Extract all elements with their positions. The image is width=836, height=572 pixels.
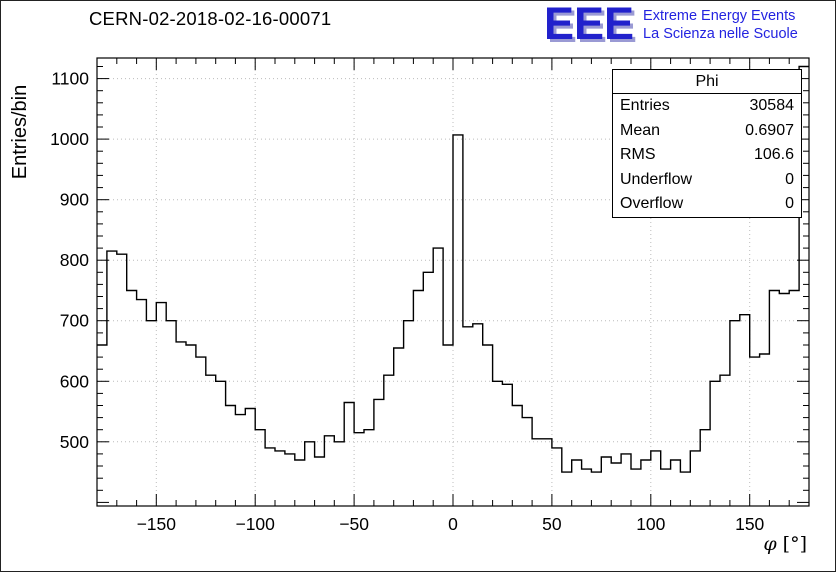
stats-label: RMS: [620, 146, 656, 163]
y-axis-title: Entries/bin: [9, 85, 31, 180]
stats-label: Underflow: [620, 170, 693, 188]
svg-text:−150: −150: [137, 514, 177, 534]
svg-text:−50: −50: [339, 514, 369, 534]
svg-text:1000: 1000: [50, 129, 89, 149]
eee-logo-text: EEE: [544, 0, 635, 49]
stats-label: Overflow: [620, 195, 684, 212]
stats-row-mean: Mean 0.6907: [613, 119, 801, 144]
stats-value: 0: [785, 170, 794, 188]
plot-title: CERN-02-2018-02-16-00071: [89, 8, 332, 29]
svg-text:800: 800: [60, 250, 89, 270]
plot-frame: [96, 57, 810, 507]
stats-value: 106.6: [753, 146, 794, 163]
svg-text:50: 50: [542, 514, 562, 534]
svg-text:−100: −100: [235, 514, 275, 534]
eee-tagline-italian: La Scienza nelle Scuole: [643, 25, 798, 42]
stats-row-rms: RMS 106.6: [613, 143, 801, 168]
eee-logo-taglines: Extreme Energy Events La Scienza nelle S…: [643, 8, 798, 43]
eee-logo: EEE Extreme Energy Events La Scienza nel…: [544, 0, 798, 49]
eee-tagline-english: Extreme Energy Events: [643, 8, 796, 24]
stats-row-entries: Entries 30584: [613, 94, 801, 119]
stats-box-title: Phi: [613, 70, 801, 94]
histogram-step-line: [97, 65, 809, 473]
x-axis-title: φ [°]: [763, 533, 807, 555]
svg-text:1100: 1100: [51, 69, 89, 89]
svg-text:500: 500: [60, 432, 89, 452]
stats-box: Phi Entries 30584 Mean 0.6907 RMS 106.6 …: [612, 69, 802, 218]
svg-text:150: 150: [735, 514, 764, 534]
stats-label: Mean: [620, 121, 661, 139]
stats-value: 0: [785, 195, 794, 212]
svg-text:700: 700: [60, 311, 89, 331]
stats-value: 30584: [749, 97, 795, 114]
stats-row-overflow: Overflow 0: [613, 192, 801, 217]
svg-text:100: 100: [636, 514, 665, 534]
svg-text:0: 0: [448, 514, 458, 534]
axis-tick-labels: −150 −100 −50 0 50 100 150 500 600 700 800 900 1000 1…: [50, 69, 765, 534]
stats-row-underflow: Underflow 0: [613, 168, 801, 193]
stats-label: Entries: [620, 97, 670, 114]
svg-text:600: 600: [60, 371, 89, 391]
svg-text:900: 900: [60, 190, 89, 210]
stats-value: 0.6907: [745, 121, 794, 139]
